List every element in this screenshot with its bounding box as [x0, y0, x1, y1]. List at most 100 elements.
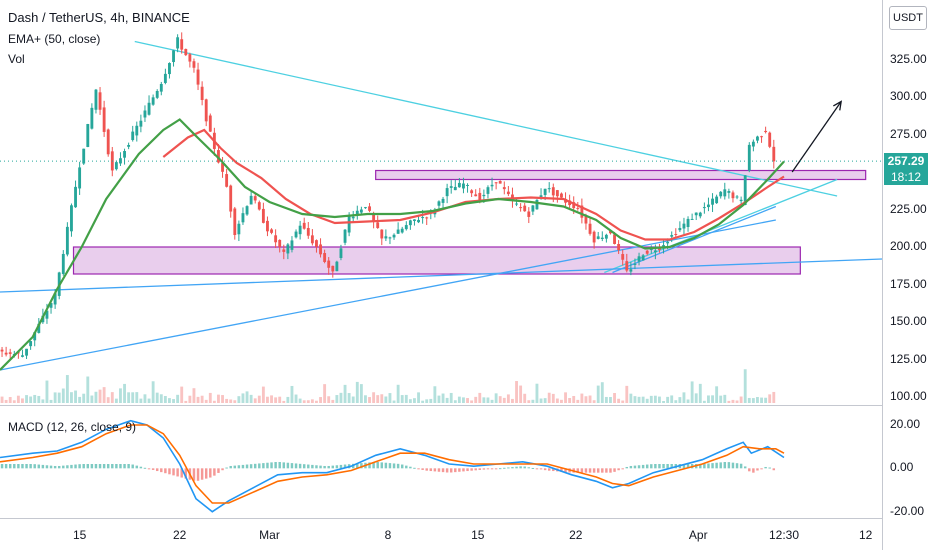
- macd-histogram-bar: [539, 468, 543, 470]
- candle-body: [86, 124, 90, 147]
- macd-histogram-bar: [552, 468, 555, 472]
- macd-histogram-bar: [164, 468, 167, 474]
- candle-body: [425, 217, 429, 219]
- macd-histogram-bar: [429, 468, 433, 472]
- ema-legend[interactable]: EMA+ (50, close): [8, 32, 101, 46]
- macd-histogram-bar: [172, 468, 175, 476]
- candle-body: [327, 260, 331, 268]
- macd-histogram-bar: [298, 463, 302, 469]
- volume-bar: [388, 393, 392, 403]
- currency-button[interactable]: USDT: [889, 6, 927, 30]
- volume-legend[interactable]: Vol: [8, 52, 25, 66]
- macd-axis-label: -20.00: [890, 503, 925, 518]
- macd-histogram-bar: [29, 464, 32, 469]
- macd-histogram-bar: [629, 465, 633, 469]
- macd-histogram-bar: [392, 463, 396, 469]
- volume-bar: [119, 388, 122, 403]
- candle-body: [441, 198, 445, 203]
- macd-histogram-bar: [123, 464, 126, 469]
- volume-bar: [417, 392, 420, 403]
- volume-bar: [208, 392, 212, 403]
- volume-bar: [110, 392, 114, 403]
- candle-body: [751, 141, 755, 147]
- volume-bar: [764, 397, 768, 403]
- volume-bar: [114, 398, 118, 403]
- candle-body: [658, 247, 661, 250]
- macd-histogram-bar: [739, 463, 743, 469]
- candle-body: [437, 201, 441, 206]
- volume-bar: [339, 392, 343, 403]
- candle-body: [278, 239, 282, 247]
- volume-bar: [633, 396, 637, 403]
- macd-histogram-bar: [764, 466, 767, 469]
- macd-histogram-bar: [641, 464, 645, 469]
- volume-bar: [584, 396, 588, 403]
- candle-body: [380, 229, 384, 239]
- macd-histogram-bar: [98, 464, 102, 469]
- macd-legend[interactable]: MACD (12, 26, close, 9): [8, 420, 137, 434]
- macd-histogram-bar: [102, 464, 106, 469]
- volume-bar: [355, 381, 359, 403]
- macd-histogram-bar: [474, 468, 477, 471]
- macd-histogram-bar: [756, 468, 759, 471]
- macd-histogram-bar: [400, 464, 404, 469]
- volume-bar: [270, 395, 273, 403]
- candle-body: [515, 203, 518, 205]
- candle-body: [266, 220, 269, 232]
- volume-bar: [78, 396, 82, 403]
- candle-body: [707, 204, 710, 208]
- volume-bar: [572, 395, 576, 403]
- macd-histogram-bar: [584, 468, 588, 473]
- macd-histogram-bar: [760, 468, 763, 470]
- macd-histogram-bar: [682, 464, 686, 469]
- pane-divider[interactable]: [0, 405, 882, 406]
- volume-bar: [711, 395, 714, 403]
- macd-histogram-bar: [535, 468, 539, 470]
- candle-body: [470, 190, 474, 194]
- candle-body: [270, 229, 273, 233]
- volume-bar: [515, 381, 518, 403]
- macd-histogram-bar: [66, 465, 69, 469]
- macd-histogram-bar: [245, 464, 249, 469]
- macd-axis-label: 20.00: [890, 417, 921, 431]
- price-axis-label: 275.00: [890, 126, 927, 141]
- volume-bar: [445, 397, 449, 403]
- macd-histogram-bar: [409, 466, 412, 469]
- volume-bar: [760, 397, 763, 403]
- symbol-title[interactable]: Dash / TetherUS, 4h, BINANCE: [8, 10, 190, 25]
- macd-histogram-bar: [209, 468, 212, 478]
- volume-bar: [53, 392, 57, 403]
- candle-body: [408, 220, 412, 226]
- candle-body: [645, 250, 649, 254]
- time-axis-label: 15: [72, 528, 87, 542]
- candle-body: [294, 231, 298, 238]
- volume-bar: [490, 399, 494, 403]
- candle-body: [359, 209, 363, 213]
- candle-body: [65, 226, 69, 255]
- candle-body: [78, 167, 82, 189]
- macd-histogram-bar: [258, 463, 261, 469]
- macd-histogram-bar: [278, 462, 281, 469]
- trendline: [134, 40, 838, 197]
- candle-body: [727, 191, 731, 193]
- candle-body: [298, 225, 302, 235]
- candle-body: [613, 234, 616, 244]
- candle-body: [743, 175, 747, 205]
- volume-bar: [233, 400, 237, 403]
- candle-body: [70, 205, 73, 232]
- candle-body: [396, 229, 400, 234]
- volume-bar: [474, 396, 478, 403]
- volume-bar: [86, 376, 90, 403]
- candle-body: [33, 332, 37, 341]
- macd-histogram-bar: [343, 464, 347, 469]
- macd-histogram-bar: [62, 465, 65, 469]
- candle-body: [290, 240, 294, 250]
- volume-bar: [151, 381, 155, 403]
- candle-body: [756, 136, 759, 141]
- candle-body: [168, 63, 171, 75]
- volume-bar: [159, 394, 163, 403]
- candle-body: [482, 194, 486, 197]
- macd-histogram-bar: [372, 462, 375, 469]
- volume-bar: [564, 392, 567, 403]
